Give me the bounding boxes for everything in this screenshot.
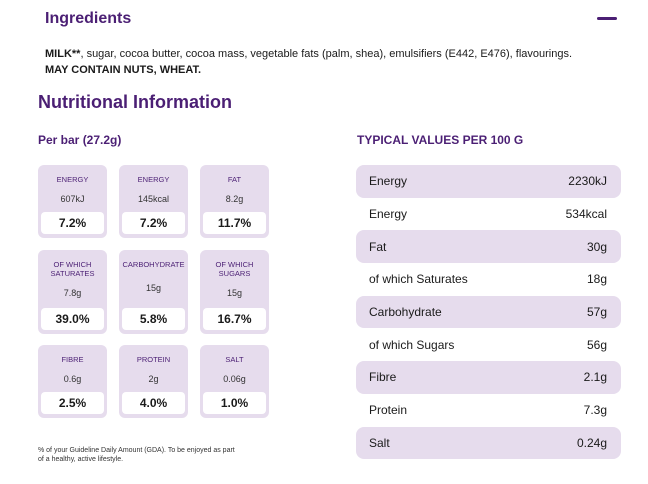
gda-card-amount: 2g — [148, 374, 159, 384]
gda-card-amount: 145kcal — [137, 194, 170, 204]
nutrition-title: Nutritional Information — [38, 92, 232, 112]
gda-card-saturates: OF WHICH SATURATES 7.8g 39.0% — [38, 250, 107, 334]
nutrient-name: Fat — [369, 239, 387, 254]
gda-card-label: OF WHICH SUGARS — [215, 260, 254, 278]
nutrient-name: Carbohydrate — [369, 305, 442, 320]
gda-card-percent: 7.2% — [122, 212, 185, 234]
gda-card-label: CARBOHYDRATE — [122, 260, 185, 269]
gda-card-protein: PROTEIN 2g 4.0% — [119, 345, 188, 418]
ingredients-title: Ingredients — [45, 10, 132, 27]
gda-card-amount: 607kJ — [60, 194, 85, 204]
nutrient-name: Salt — [369, 435, 390, 450]
nutrient-name: of which Saturates — [369, 272, 468, 287]
table-row: Fat 30g — [356, 230, 621, 264]
table-row: Fibre 2.1g — [356, 361, 621, 394]
gda-card-percent: 4.0% — [122, 392, 185, 414]
gda-card-percent: 11.7% — [203, 212, 266, 234]
typical-values-table: Energy 2230kJ Energy 534kcal Fat 30g of … — [356, 165, 621, 460]
nutrient-value: 2230kJ — [568, 174, 607, 189]
gda-card-label: FAT — [227, 175, 242, 184]
table-row: Protein 7.3g — [356, 394, 621, 427]
table-row: of which Sugars 56g — [356, 328, 621, 361]
gda-card-salt: SALT 0.06g 1.0% — [200, 345, 269, 418]
ingredient-milk: MILK** — [45, 48, 81, 60]
gda-card-percent: 5.8% — [122, 308, 185, 330]
nutrient-name: of which Sugars — [369, 337, 455, 352]
gda-card-percent: 2.5% — [41, 392, 104, 414]
nutrient-value: 7.3g — [583, 403, 607, 418]
gda-card-sugars: OF WHICH SUGARS 15g 16.7% — [200, 250, 269, 334]
gda-card-percent: 39.0% — [41, 308, 104, 330]
table-row: Salt 0.24g — [356, 426, 621, 460]
typical-values-heading: TYPICAL VALUES PER 100 G — [357, 133, 524, 147]
gda-card-energy-kj: ENERGY 607kJ 7.2% — [38, 165, 107, 238]
gda-card-amount: 0.6g — [63, 374, 82, 384]
nutrient-value: 534kcal — [565, 207, 607, 222]
gda-card-label: ENERGY — [137, 175, 170, 184]
nutrient-name: Energy — [369, 207, 408, 222]
gda-card-energy-kcal: ENERGY 145kcal 7.2% — [119, 165, 188, 238]
table-row: of which Saturates 18g — [356, 263, 621, 296]
gda-card-label: FIBRE — [61, 355, 84, 364]
table-row: Energy 2230kJ — [356, 165, 621, 198]
nutrient-name: Energy — [369, 174, 408, 189]
gda-card-percent: 16.7% — [203, 308, 266, 330]
gda-card-label: ENERGY — [56, 175, 89, 184]
gda-card-carbohydrate: CARBOHYDRATE 15g 5.8% — [119, 250, 188, 334]
gda-card-amount: 15g — [226, 288, 243, 298]
allergen-warning: MAY CONTAIN NUTS, WHEAT. — [45, 64, 202, 76]
gda-card-label: SALT — [225, 355, 244, 364]
minus-icon[interactable] — [597, 17, 617, 20]
gda-card-amount: 7.8g — [63, 288, 82, 298]
gda-card-percent: 7.2% — [41, 212, 104, 234]
nutrient-value: 18g — [586, 272, 607, 287]
table-row: Energy 534kcal — [356, 198, 621, 231]
ingredient-list-text: , sugar, cocoa butter, cocoa mass, veget… — [80, 48, 573, 60]
nutrient-name: Fibre — [369, 370, 397, 385]
nutrient-value: 56g — [586, 337, 607, 352]
nutrient-value: 30g — [586, 239, 607, 254]
gda-card-fat: FAT 8.2g 11.7% — [200, 165, 269, 238]
nutrient-value: 57g — [586, 305, 607, 320]
gda-card-amount: 8.2g — [225, 194, 244, 204]
table-row: Carbohydrate 57g — [356, 295, 621, 329]
gda-card-percent: 1.0% — [203, 392, 266, 414]
gda-footnote: % of your Guideline Daily Amount (GDA). … — [38, 447, 235, 463]
gda-card-label: PROTEIN — [136, 355, 171, 364]
ingredients-list: MILK**, sugar, cocoa butter, cocoa mass,… — [45, 46, 635, 78]
gda-card-amount: 0.06g — [223, 374, 246, 384]
gda-card-amount: 15g — [145, 283, 162, 293]
nutrient-value: 2.1g — [583, 370, 607, 385]
nutrient-name: Protein — [369, 403, 408, 418]
nutrient-value: 0.24g — [576, 435, 607, 450]
gda-card-fibre: FIBRE 0.6g 2.5% — [38, 345, 107, 418]
gda-card-label: OF WHICH SATURATES — [50, 260, 95, 278]
per-bar-heading: Per bar (27.2g) — [38, 133, 122, 147]
